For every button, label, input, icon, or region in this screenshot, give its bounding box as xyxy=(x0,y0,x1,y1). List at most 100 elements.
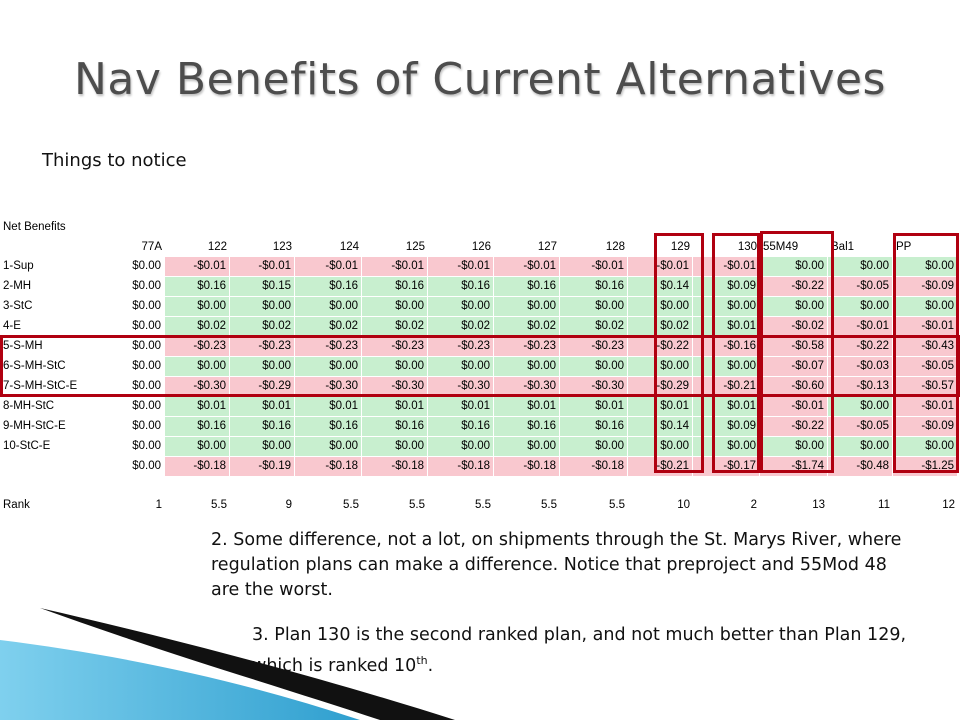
table-cell: -$0.18 xyxy=(362,457,427,476)
table-cell: -$0.01 xyxy=(760,397,827,416)
table-cell: -$0.01 xyxy=(560,257,627,276)
rank-cell: 11 xyxy=(828,496,893,515)
table-cell: $0.16 xyxy=(362,417,427,436)
table-cell: $0.16 xyxy=(494,277,559,296)
column-header: 55M49 xyxy=(760,238,828,257)
table-cell: -$0.09 xyxy=(893,417,957,436)
table-cell: -$0.18 xyxy=(560,457,627,476)
slide-title: Nav Benefits of Current Alternatives xyxy=(74,54,886,105)
row-label: 1-Sup xyxy=(0,257,90,276)
table-cell: -$0.30 xyxy=(295,377,361,396)
swoosh-blue-shape xyxy=(0,640,360,720)
table-cell: $0.02 xyxy=(628,317,692,336)
table-cell: $0.00 xyxy=(362,297,427,316)
table-cell: $0.00 xyxy=(230,437,294,456)
table-cell: $0.00 xyxy=(693,297,759,316)
table-cell: $0.00 xyxy=(230,297,294,316)
table-cell: -$0.18 xyxy=(428,457,493,476)
rank-cell: 1 xyxy=(90,496,165,515)
table-cell: -$0.01 xyxy=(295,257,361,276)
rank-cell: 5.5 xyxy=(494,496,560,515)
table-cell: -$0.29 xyxy=(230,377,294,396)
table-cell: $0.01 xyxy=(295,397,361,416)
table-cell: $0.15 xyxy=(230,277,294,296)
table-cell: -$0.01 xyxy=(893,317,957,336)
table-cell: -$0.43 xyxy=(893,337,957,356)
table-cell: -$0.01 xyxy=(693,257,759,276)
table-cell: $0.00 xyxy=(760,257,827,276)
table-cell: $0.01 xyxy=(494,397,559,416)
table-cell: -$0.16 xyxy=(693,337,759,356)
table-cell: -$0.05 xyxy=(828,417,892,436)
things-to-notice-label: Things to notice xyxy=(42,150,187,171)
column-header: 126 xyxy=(428,238,494,257)
table-cell: $0.00 xyxy=(494,437,559,456)
table-cell: $0.02 xyxy=(165,317,229,336)
table-cell: $0.01 xyxy=(165,397,229,416)
row-label xyxy=(0,457,90,476)
table-cell: -$0.30 xyxy=(428,377,493,396)
table-cell: $0.00 xyxy=(693,437,759,456)
table-cell: $0.16 xyxy=(362,277,427,296)
table-cell: $0.00 xyxy=(828,257,892,276)
table-cell: $0.09 xyxy=(693,277,759,296)
table-cell: -$0.23 xyxy=(230,337,294,356)
table-cell: -$0.05 xyxy=(828,277,892,296)
table-cell: $0.00 xyxy=(90,337,164,356)
table-cell: $0.02 xyxy=(295,317,361,336)
table-cell: -$0.22 xyxy=(828,337,892,356)
table-cell: -$0.30 xyxy=(165,377,229,396)
table-cell: $0.00 xyxy=(428,297,493,316)
note-3-end: . xyxy=(427,655,434,676)
column-header: 125 xyxy=(362,238,428,257)
table-cell: -$0.23 xyxy=(494,337,559,356)
table-cell: -$0.01 xyxy=(428,257,493,276)
row-label: 5-S-MH xyxy=(0,337,90,356)
row-label: 9-MH-StC-E xyxy=(0,417,90,436)
rank-cell: 9 xyxy=(230,496,295,515)
table-cell: $0.00 xyxy=(494,357,559,376)
table-cell: $0.00 xyxy=(893,257,957,276)
table-cell: $0.01 xyxy=(693,317,759,336)
rank-cell: 5.5 xyxy=(362,496,428,515)
rank-cell: 5.5 xyxy=(428,496,494,515)
table-cell: $0.00 xyxy=(628,437,692,456)
note-2: 2. Some difference, not a lot, on shipme… xyxy=(211,528,911,603)
note-3: 3. Plan 130 is the second ranked plan, a… xyxy=(252,623,952,679)
table-cell: $0.16 xyxy=(560,277,627,296)
table-cell: $0.00 xyxy=(560,297,627,316)
decorative-swoosh xyxy=(0,608,455,720)
table-cell: $0.02 xyxy=(428,317,493,336)
table-cell: $0.00 xyxy=(295,297,361,316)
table-cell: -$0.23 xyxy=(362,337,427,356)
table-cell: -$0.07 xyxy=(760,357,827,376)
column-header: 124 xyxy=(295,238,362,257)
table-cell: $0.00 xyxy=(494,297,559,316)
table-cell: $0.00 xyxy=(760,297,827,316)
table-cell: $0.00 xyxy=(90,377,164,396)
rank-cell: 10 xyxy=(628,496,693,515)
note-3-superscript: th xyxy=(416,654,428,667)
table-cell: -$0.29 xyxy=(628,377,692,396)
table-cell: $0.00 xyxy=(362,437,427,456)
table-cell: $0.00 xyxy=(760,437,827,456)
table-cell: $0.01 xyxy=(230,397,294,416)
column-header: 127 xyxy=(494,238,560,257)
rank-cell: 5.5 xyxy=(165,496,230,515)
table-cell: -$0.03 xyxy=(828,357,892,376)
table-cell: $0.00 xyxy=(165,297,229,316)
table-cell: -$0.23 xyxy=(560,337,627,356)
table-cell: $0.00 xyxy=(90,357,164,376)
table-cell: $0.01 xyxy=(428,397,493,416)
table-cell: -$0.09 xyxy=(893,277,957,296)
table-cell: $0.16 xyxy=(428,277,493,296)
rank-label: Rank xyxy=(0,496,90,515)
table-cell: -$0.48 xyxy=(828,457,892,476)
table-cell: $0.16 xyxy=(165,417,229,436)
column-header: Bal1 xyxy=(828,238,893,257)
table-cell: -$0.30 xyxy=(362,377,427,396)
table-cell: $0.00 xyxy=(893,297,957,316)
table-cell: $0.01 xyxy=(560,397,627,416)
table-cell: $0.02 xyxy=(560,317,627,336)
row-label: 3-StC xyxy=(0,297,90,316)
